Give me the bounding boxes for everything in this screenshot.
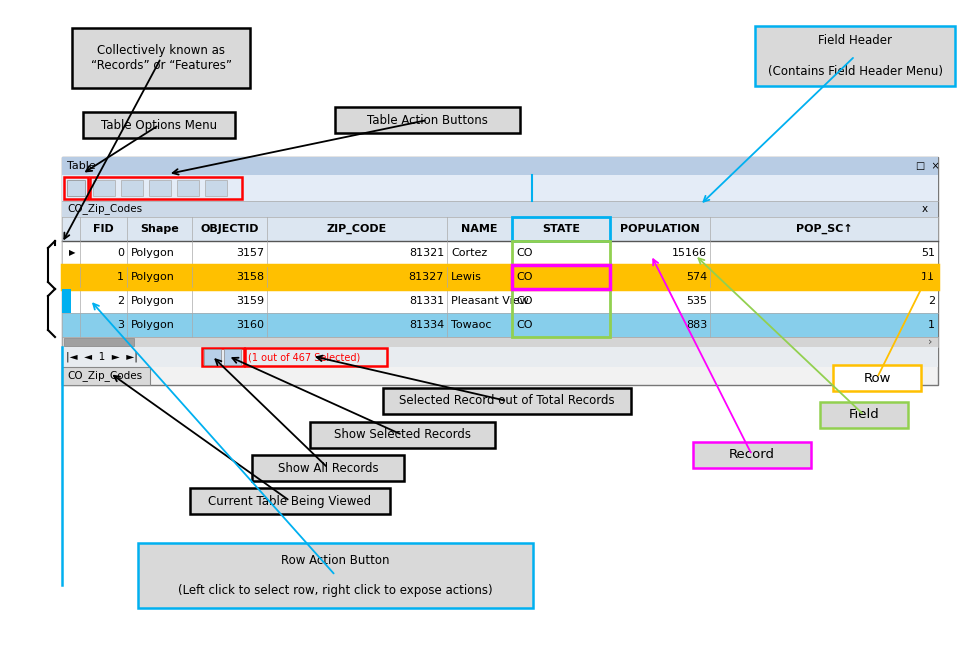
FancyBboxPatch shape xyxy=(72,28,250,88)
Text: Show All Records: Show All Records xyxy=(277,462,378,475)
Text: Lewis: Lewis xyxy=(451,272,482,282)
Text: |◄  ◄  1  ►  ►|: |◄ ◄ 1 ► ►| xyxy=(66,352,138,362)
FancyBboxPatch shape xyxy=(93,180,115,196)
Text: Table: Table xyxy=(67,161,96,171)
FancyBboxPatch shape xyxy=(62,175,938,201)
FancyBboxPatch shape xyxy=(310,422,495,448)
Text: 3159: 3159 xyxy=(236,296,264,306)
Text: (1 out of 467 Selected): (1 out of 467 Selected) xyxy=(248,352,361,362)
FancyBboxPatch shape xyxy=(224,349,241,365)
Text: 3158: 3158 xyxy=(236,272,264,282)
FancyBboxPatch shape xyxy=(62,289,71,313)
Text: STATE: STATE xyxy=(542,224,580,234)
Text: 51: 51 xyxy=(921,248,935,258)
Text: Cortez: Cortez xyxy=(451,248,487,258)
FancyBboxPatch shape xyxy=(62,201,938,217)
FancyBboxPatch shape xyxy=(820,402,908,428)
FancyBboxPatch shape xyxy=(138,543,533,608)
Text: □  ×: □ × xyxy=(916,161,940,171)
FancyBboxPatch shape xyxy=(121,180,143,196)
FancyBboxPatch shape xyxy=(62,265,938,289)
Text: Pleasant View: Pleasant View xyxy=(451,296,529,306)
FancyBboxPatch shape xyxy=(64,338,134,346)
Text: ▶: ▶ xyxy=(69,249,75,257)
Text: 81334: 81334 xyxy=(409,320,444,330)
Text: Selected Record out of Total Records: Selected Record out of Total Records xyxy=(399,394,614,407)
FancyBboxPatch shape xyxy=(252,455,404,481)
Text: 883: 883 xyxy=(686,320,707,330)
Text: ›: › xyxy=(928,337,932,347)
Text: CO_Zip_Codes: CO_Zip_Codes xyxy=(67,204,142,214)
FancyBboxPatch shape xyxy=(83,112,235,138)
Text: CO: CO xyxy=(516,272,532,282)
FancyBboxPatch shape xyxy=(693,442,811,468)
Text: 2: 2 xyxy=(117,296,124,306)
FancyBboxPatch shape xyxy=(512,217,610,241)
Text: CO_Zip_Codes: CO_Zip_Codes xyxy=(67,370,142,381)
Text: x: x xyxy=(922,204,928,214)
FancyBboxPatch shape xyxy=(62,241,938,265)
Text: 1: 1 xyxy=(117,272,124,282)
Text: Collectively known as
“Records” or “Features”: Collectively known as “Records” or “Feat… xyxy=(90,44,231,72)
Text: Current Table Being Viewed: Current Table Being Viewed xyxy=(209,494,371,507)
Text: CO: CO xyxy=(516,296,532,306)
Text: NAME: NAME xyxy=(462,224,498,234)
Text: ZIP_CODE: ZIP_CODE xyxy=(327,224,387,234)
Text: Field Header

(Contains Field Header Menu): Field Header (Contains Field Header Menu… xyxy=(767,35,943,78)
FancyBboxPatch shape xyxy=(62,337,938,347)
Text: STATE: STATE xyxy=(542,224,580,234)
FancyBboxPatch shape xyxy=(177,180,199,196)
Text: Field: Field xyxy=(849,409,879,421)
Text: 81321: 81321 xyxy=(409,248,444,258)
Text: 2: 2 xyxy=(928,296,935,306)
Text: Shape: Shape xyxy=(140,224,179,234)
Text: POP_SC↑: POP_SC↑ xyxy=(796,224,853,234)
Text: Polygon: Polygon xyxy=(131,320,174,330)
Text: Polygon: Polygon xyxy=(131,248,174,258)
Text: Row Action Button

(Left click to select row, right click to expose actions): Row Action Button (Left click to select … xyxy=(178,554,493,597)
Text: Record: Record xyxy=(729,449,775,462)
FancyBboxPatch shape xyxy=(190,488,390,514)
FancyBboxPatch shape xyxy=(62,157,938,175)
Text: 0: 0 xyxy=(117,248,124,258)
FancyBboxPatch shape xyxy=(62,289,938,313)
FancyBboxPatch shape xyxy=(62,217,938,241)
Text: Table Action Buttons: Table Action Buttons xyxy=(368,114,488,127)
Text: 3160: 3160 xyxy=(236,320,264,330)
Text: 81327: 81327 xyxy=(409,272,444,282)
FancyBboxPatch shape xyxy=(335,107,520,133)
Text: FID: FID xyxy=(93,224,114,234)
Text: Row: Row xyxy=(863,372,891,385)
FancyBboxPatch shape xyxy=(833,365,921,391)
FancyBboxPatch shape xyxy=(62,347,938,367)
Text: 11: 11 xyxy=(921,272,935,282)
Text: POPULATION: POPULATION xyxy=(620,224,700,234)
Text: Polygon: Polygon xyxy=(131,296,174,306)
Text: 3157: 3157 xyxy=(236,248,264,258)
Text: 1: 1 xyxy=(928,320,935,330)
Text: 15166: 15166 xyxy=(672,248,707,258)
FancyBboxPatch shape xyxy=(149,180,171,196)
Text: CO: CO xyxy=(516,320,532,330)
FancyBboxPatch shape xyxy=(205,180,227,196)
Text: Table Options Menu: Table Options Menu xyxy=(101,118,217,131)
FancyBboxPatch shape xyxy=(755,26,955,86)
Text: Polygon: Polygon xyxy=(131,272,174,282)
Text: OBJECTID: OBJECTID xyxy=(200,224,259,234)
FancyBboxPatch shape xyxy=(62,157,938,385)
FancyBboxPatch shape xyxy=(62,367,150,385)
Text: Towaoc: Towaoc xyxy=(451,320,492,330)
Text: Show Selected Records: Show Selected Records xyxy=(334,428,471,441)
Text: CO: CO xyxy=(516,248,532,258)
Text: 3: 3 xyxy=(117,320,124,330)
FancyBboxPatch shape xyxy=(67,180,85,196)
FancyBboxPatch shape xyxy=(383,388,631,414)
FancyBboxPatch shape xyxy=(204,349,221,365)
Text: 574: 574 xyxy=(686,272,707,282)
Text: 81331: 81331 xyxy=(409,296,444,306)
Text: 535: 535 xyxy=(686,296,707,306)
FancyBboxPatch shape xyxy=(62,313,938,337)
